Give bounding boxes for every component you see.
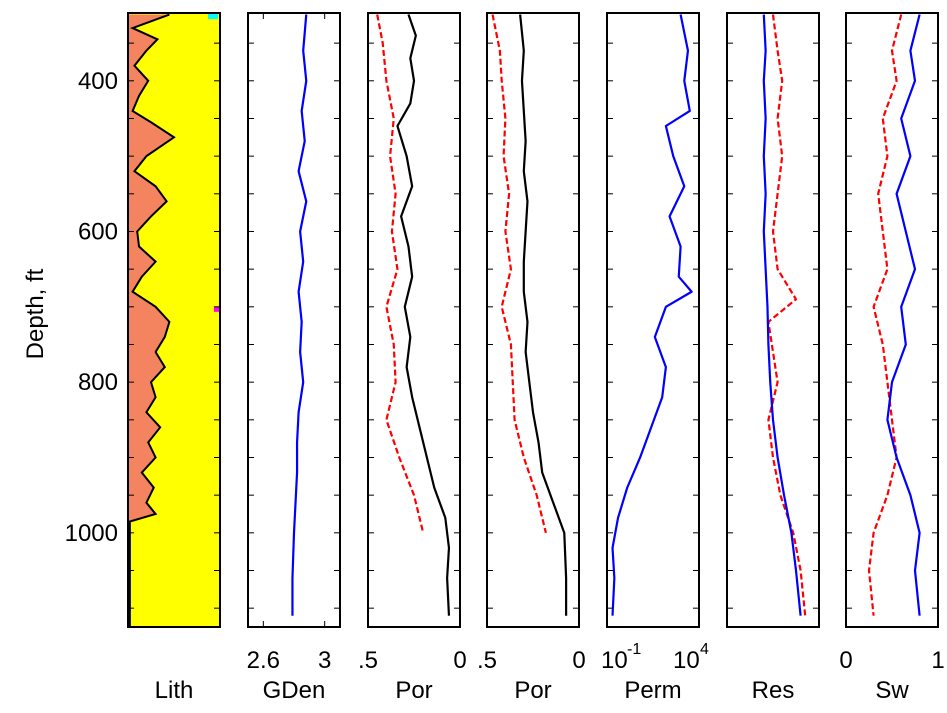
track-3: .5 0 Por (358, 12, 467, 704)
shale-fill (128, 14, 174, 627)
track-1: Lith (127, 12, 221, 704)
track-6: Res (726, 12, 820, 704)
track-label: Perm (624, 677, 681, 704)
x-tick-label-base: 10 (601, 647, 628, 674)
cyan-marker (208, 13, 218, 19)
track-plot-area (291, 14, 308, 616)
track-5-series-1-line (611, 14, 693, 616)
track-plot-area (867, 14, 921, 616)
track-7: 0 1 Sw (839, 12, 945, 704)
x-tick-label: 3 (318, 647, 331, 674)
track-plot-area (376, 14, 451, 616)
pore-marker (214, 306, 219, 312)
track-frame (845, 12, 939, 628)
track-plot-area (762, 14, 807, 616)
track-label: GDen (263, 677, 326, 704)
track-plot-area (491, 14, 568, 616)
x-tick-label: 0 (839, 647, 852, 674)
depth-axis-label: Depth, ft (22, 268, 49, 359)
x-tick-label: 0 (572, 647, 585, 674)
track-4-series-2-line (491, 14, 547, 534)
lithology-boundary-line (128, 13, 176, 627)
track-plot-area (128, 13, 220, 627)
track-2-series-1-line (291, 14, 308, 616)
depth-tick-label: 600 (78, 218, 118, 245)
track-frame (606, 12, 700, 628)
track-7-series-1-line (867, 14, 903, 616)
track-6-series-1-line (767, 14, 807, 616)
x-tick-label: 1 (931, 647, 944, 674)
depth-tick-label: 1000 (65, 520, 118, 547)
x-tick-label: .5 (477, 647, 497, 674)
track-label: Lith (155, 677, 194, 704)
depth-tick-label: 800 (78, 369, 118, 396)
track-label: Res (752, 677, 795, 704)
track-label: Por (395, 677, 432, 704)
track-frame (127, 12, 221, 628)
track-3-series-2-line (376, 14, 425, 534)
x-tick-label-base: 10 (673, 647, 700, 674)
depth-tick-label: 400 (78, 68, 118, 95)
track-frame (247, 12, 341, 628)
track-label: Por (514, 677, 551, 704)
track-4: .5 0 Por (477, 12, 586, 704)
track-6-series-2-line (762, 14, 802, 616)
x-tick-label: 0 (453, 647, 466, 674)
x-tick-label: 2.6 (247, 647, 280, 674)
track-4-series-1-line (519, 14, 568, 616)
track-frame (726, 12, 820, 628)
x-tick-label-exponent: 4 (700, 641, 709, 658)
track-label: Sw (875, 677, 909, 704)
track-3-series-1-line (396, 14, 451, 616)
track-frame (486, 12, 580, 628)
track-plot-area (611, 14, 693, 616)
x-tick-label: .5 (358, 647, 378, 674)
track-2: 2.6 3 GDen (247, 12, 341, 704)
track-7-series-2-line (886, 14, 921, 616)
x-tick-label-exponent: -1 (627, 641, 641, 658)
track-frame (367, 12, 461, 628)
